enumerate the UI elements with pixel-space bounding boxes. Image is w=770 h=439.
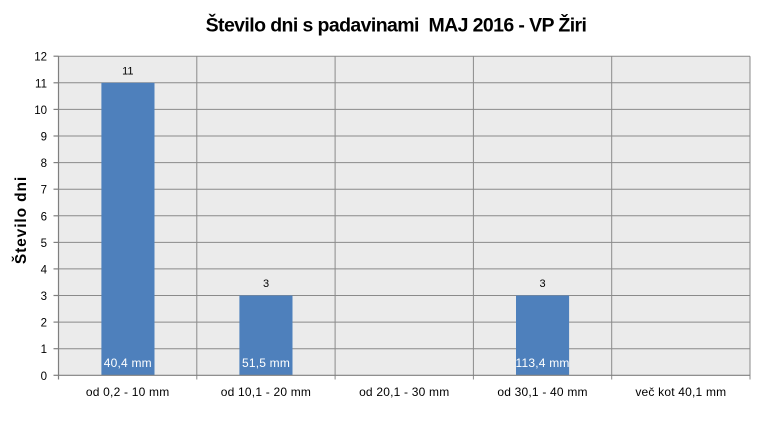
svg-text:od 20,1 - 30 mm: od 20,1 - 30 mm	[359, 385, 449, 399]
svg-text:12: 12	[34, 52, 47, 64]
svg-text:11: 11	[35, 78, 47, 90]
svg-text:2: 2	[41, 318, 47, 330]
svg-text:3: 3	[41, 291, 47, 303]
svg-text:40,4 mm: 40,4 mm	[104, 356, 152, 370]
svg-text:1: 1	[41, 344, 47, 356]
svg-text:51,5 mm: 51,5 mm	[242, 356, 290, 370]
svg-text:Število dni s padavinami MAJ: Število dni s padavinami MAJ 2016 - VP Ž…	[206, 13, 587, 37]
svg-text:6: 6	[41, 211, 47, 223]
svg-text:od 10,1 - 20 mm: od 10,1 - 20 mm	[221, 385, 311, 399]
svg-text:113,4 mm: 113,4 mm	[516, 356, 570, 370]
svg-text:10: 10	[34, 105, 47, 117]
svg-text:0: 0	[41, 371, 47, 383]
svg-text:3: 3	[540, 278, 546, 290]
svg-text:od 30,1 - 40 mm: od 30,1 - 40 mm	[497, 385, 587, 399]
svg-text:3: 3	[263, 278, 269, 290]
svg-text:8: 8	[41, 158, 47, 170]
svg-text:9: 9	[41, 132, 47, 144]
svg-text:od 0,2 - 10 mm: od 0,2 - 10 mm	[86, 385, 170, 399]
svg-text:več kot 40,1 mm: več kot 40,1 mm	[635, 385, 726, 399]
svg-text:4: 4	[41, 264, 48, 276]
svg-text:5: 5	[41, 238, 47, 250]
svg-text:11: 11	[122, 66, 133, 78]
svg-text:Število dni: Število dni	[12, 176, 30, 264]
svg-text:7: 7	[41, 185, 47, 197]
